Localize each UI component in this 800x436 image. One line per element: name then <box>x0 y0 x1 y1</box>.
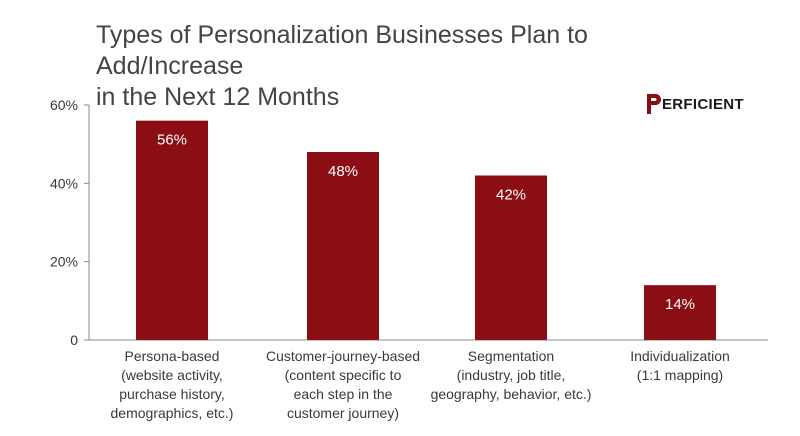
category-label-1-line-0: Customer-journey-based <box>266 348 420 364</box>
data-label-2: 42% <box>496 187 526 204</box>
bar-2 <box>475 175 547 340</box>
y-tick-label-0: 0 <box>70 332 78 348</box>
category-label-0-line-3: demographics, etc.) <box>111 405 234 421</box>
bar-1 <box>307 152 379 340</box>
perficient-logo: ERFICIENT <box>647 93 744 115</box>
bar-0 <box>136 120 208 341</box>
data-label-0: 56% <box>157 132 187 149</box>
category-label-0-line-0: Persona-based <box>125 348 220 364</box>
perficient-p-icon <box>647 94 661 114</box>
category-label-1-line-2: each step in the <box>294 386 393 402</box>
category-label-1-line-1: (content specific to <box>285 367 402 383</box>
category-label-3-line-1: (1:1 mapping) <box>637 367 723 383</box>
y-tick-label-3: 60% <box>50 97 78 113</box>
category-label-3-line-0: Individualization <box>630 348 730 364</box>
category-label-0-line-2: purchase history, <box>119 386 225 402</box>
bar-3 <box>644 285 716 340</box>
data-label-3: 14% <box>665 296 695 313</box>
category-label-1-line-3: customer journey) <box>287 405 399 421</box>
category-label-2-line-1: (industry, job title, <box>457 367 566 383</box>
category-label-2-line-0: Segmentation <box>468 348 554 364</box>
category-label-0-line-1: (website activity, <box>121 367 223 383</box>
logo-wordmark: ERFICIENT <box>662 95 744 113</box>
chart-title-line-1: Types of Personalization Businesses Plan… <box>96 21 588 80</box>
chart-title: Types of Personalization Businesses Plan… <box>96 20 736 113</box>
data-label-1: 48% <box>328 163 358 180</box>
chart-title-line-2: in the Next 12 Months <box>96 83 340 111</box>
y-tick-label-2: 40% <box>50 175 78 191</box>
y-tick-label-1: 20% <box>50 254 78 270</box>
category-label-2-line-2: geography, behavior, etc.) <box>431 386 592 402</box>
